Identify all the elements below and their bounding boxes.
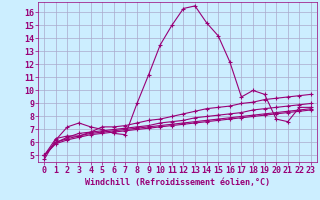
X-axis label: Windchill (Refroidissement éolien,°C): Windchill (Refroidissement éolien,°C): [85, 178, 270, 187]
